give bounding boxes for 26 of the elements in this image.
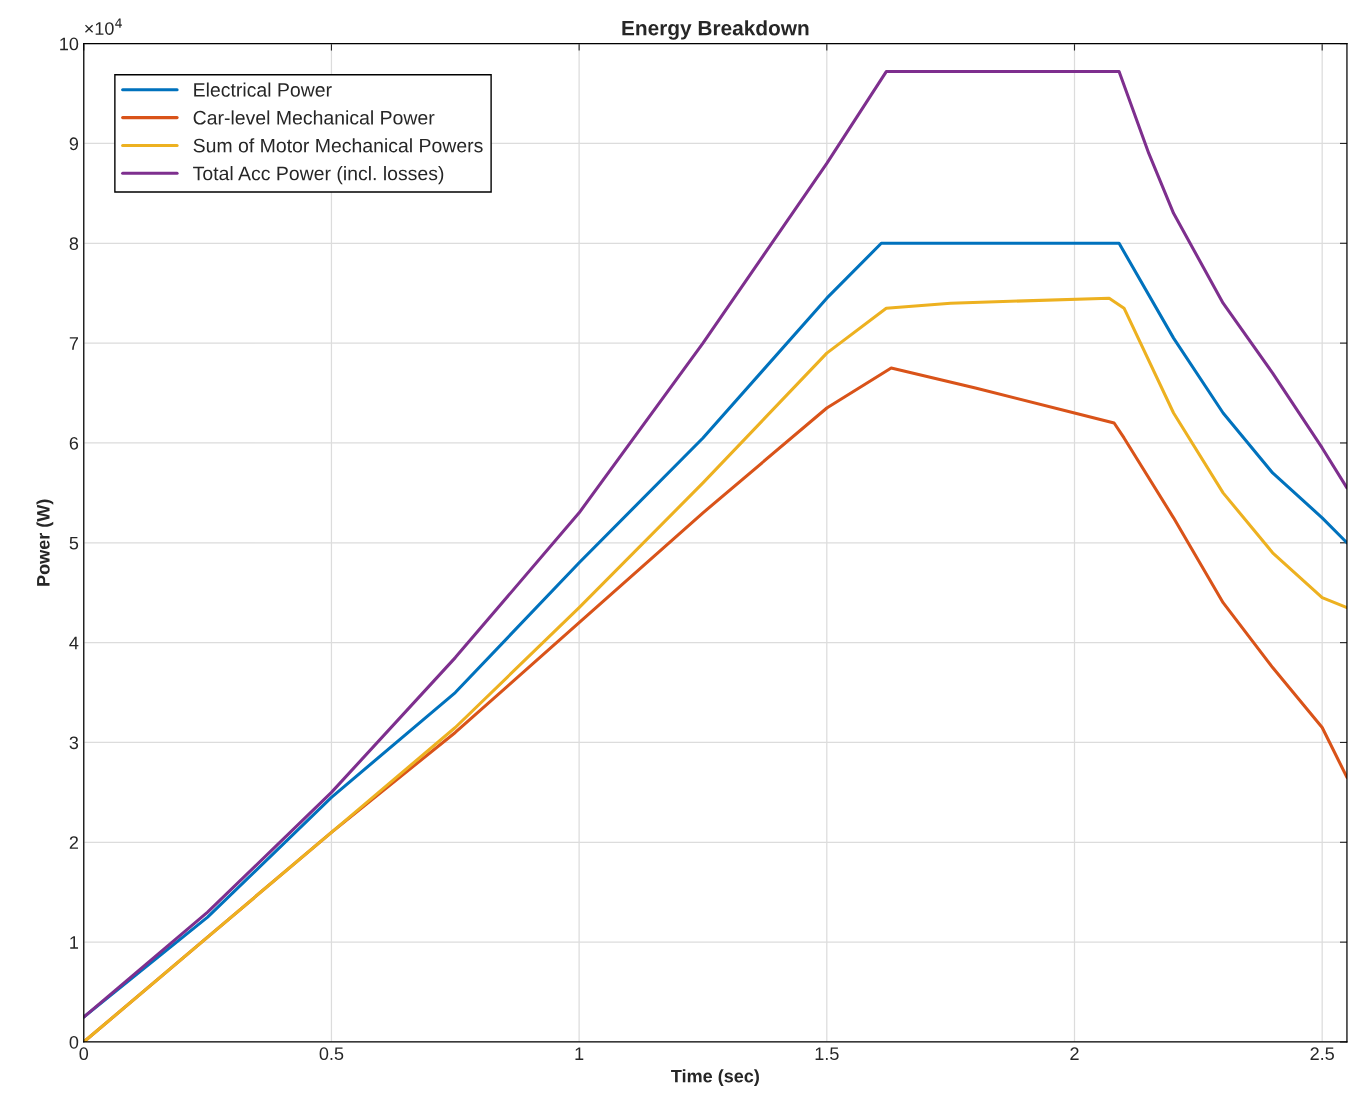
y-axis-title: Power (W)	[36, 499, 54, 586]
y-tick-label: 1	[70, 936, 79, 949]
y-tick-label: 7	[69, 337, 78, 350]
x-axis-title: Time (sec)	[671, 1069, 759, 1087]
legend-label: Sum of Motor Mechanical Powers	[193, 138, 483, 153]
y-tick-label: 10	[60, 37, 79, 51]
y-tick-label: 9	[69, 137, 79, 151]
y-tick-label: 5	[69, 536, 79, 550]
x-tick-label: 2.5	[1310, 1047, 1334, 1061]
line-series	[83, 70, 1347, 1019]
x-tick-label: 1.5	[815, 1047, 839, 1061]
y-tick-label: 2	[69, 836, 78, 849]
text: ×10$^{4}$	[85, 18, 122, 35]
y-tick-label: 8	[69, 237, 79, 250]
y-tick-label: 3	[69, 736, 79, 750]
legend-label: Electrical Power	[194, 82, 332, 97]
legend-label: Car-level Mechanical Power	[193, 110, 435, 125]
y-tick-label: 6	[69, 436, 79, 450]
x-tick-label: 2	[1070, 1047, 1079, 1060]
legend-label: Total Acc Power (incl. losses)	[193, 166, 444, 185]
x-tick-label: 0.5	[319, 1047, 344, 1061]
x-tick-label: 1	[575, 1047, 584, 1060]
y-tick-label: 0	[69, 1035, 79, 1049]
y-tick-label: 4	[69, 636, 79, 650]
x-tick-label: 0	[79, 1047, 89, 1061]
chart-title: Energy Breakdown	[622, 20, 809, 40]
